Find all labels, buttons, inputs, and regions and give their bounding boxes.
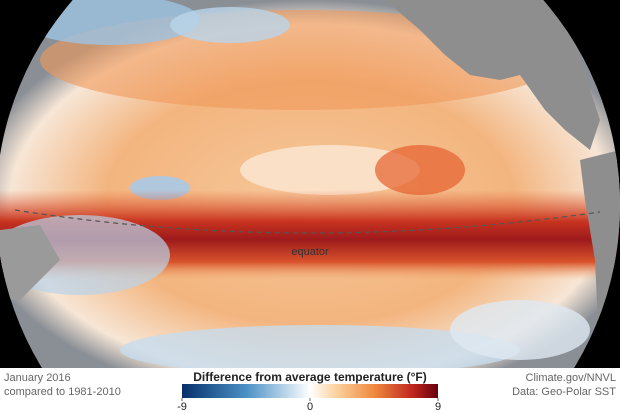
equator-line (14, 209, 601, 234)
color-scale (182, 384, 438, 398)
credit-data: Data: Geo-Polar SST (512, 386, 616, 398)
legend-title: Difference from average temperature (°F) (193, 370, 427, 384)
caption-baseline: compared to 1981-2010 (4, 386, 121, 398)
land (385, 0, 600, 150)
scale-tick-label: 0 (307, 401, 313, 413)
scale-tick-label: 9 (435, 401, 441, 413)
equator-label: equator (291, 246, 329, 258)
scale-tick-label: -9 (177, 401, 187, 413)
credit-source: Climate.gov/NNVL (526, 372, 616, 384)
caption-date: January 2016 (4, 372, 71, 384)
land (0, 225, 60, 300)
globe (0, 0, 620, 375)
